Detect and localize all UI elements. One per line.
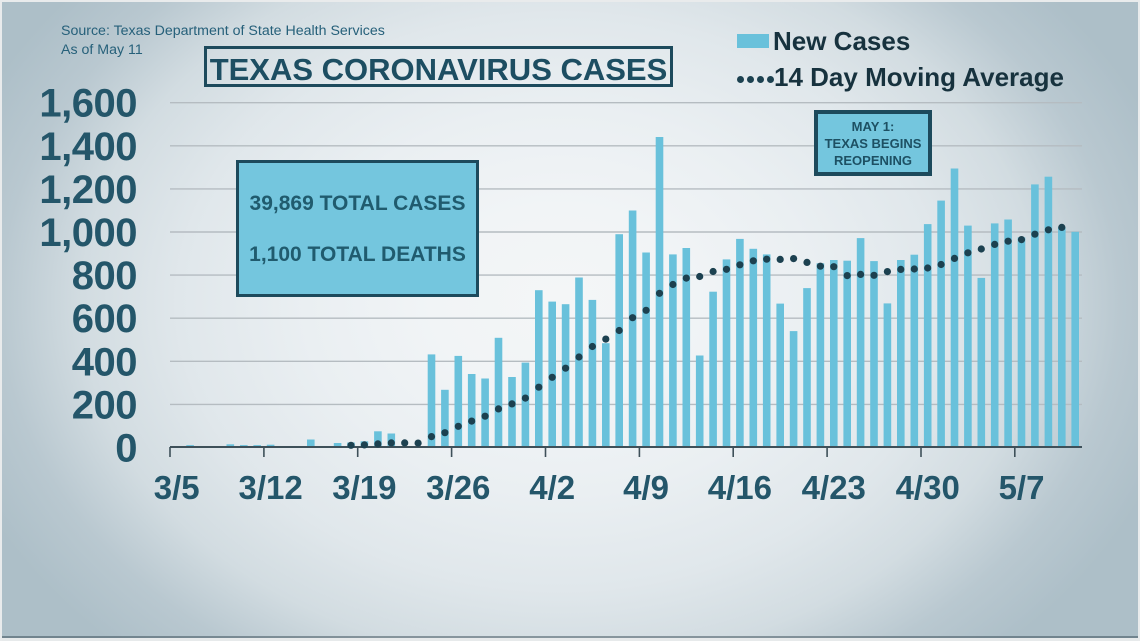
svg-text:3/12: 3/12 xyxy=(238,469,302,506)
svg-text:1,600: 1,600 xyxy=(39,82,137,126)
svg-text:1,200: 1,200 xyxy=(39,168,137,212)
svg-text:5/7: 5/7 xyxy=(999,469,1045,506)
svg-text:4/2: 4/2 xyxy=(529,469,575,506)
svg-text:1,400: 1,400 xyxy=(39,125,137,169)
svg-text:200: 200 xyxy=(72,383,137,427)
svg-text:4/30: 4/30 xyxy=(896,469,960,506)
svg-text:3/5: 3/5 xyxy=(154,469,200,506)
svg-text:0: 0 xyxy=(115,427,137,471)
svg-text:800: 800 xyxy=(72,254,137,298)
svg-text:4/9: 4/9 xyxy=(623,469,669,506)
svg-text:400: 400 xyxy=(72,340,137,384)
svg-text:1,000: 1,000 xyxy=(39,211,137,255)
svg-text:4/16: 4/16 xyxy=(708,469,772,506)
svg-text:600: 600 xyxy=(72,297,137,341)
svg-text:3/19: 3/19 xyxy=(332,469,396,506)
svg-text:3/26: 3/26 xyxy=(426,469,490,506)
svg-text:4/23: 4/23 xyxy=(802,469,866,506)
